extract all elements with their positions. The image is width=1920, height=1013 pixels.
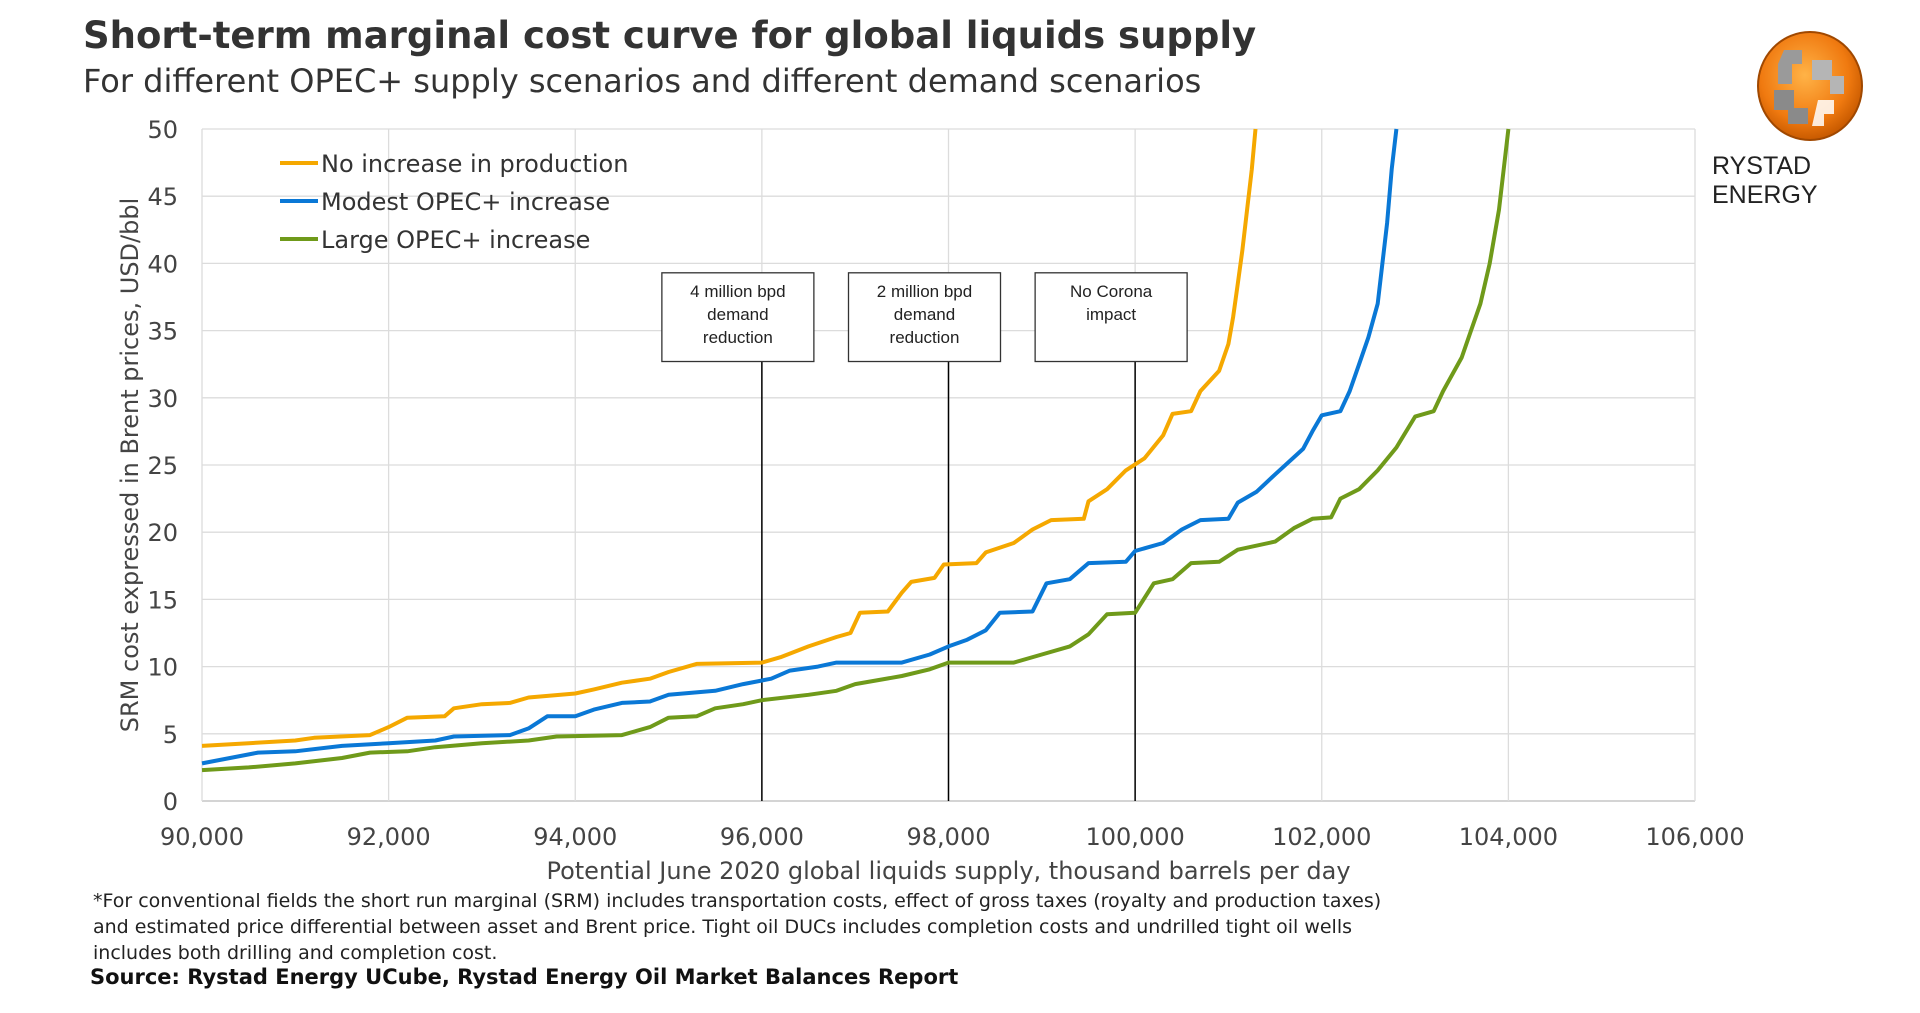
- x-tick-label: 94,000: [533, 823, 617, 851]
- series-line-1: [201, 128, 1258, 748]
- annotation-box: [847, 272, 1002, 363]
- y-axis-label: SRM cost expressed in Brent prices, USD/…: [116, 198, 144, 733]
- legend-label: Modest OPEC+ increase: [321, 188, 610, 216]
- footnote-line-2: and estimated price differential between…: [93, 916, 1353, 938]
- x-axis-label: Potential June 2020 global liquids suppl…: [546, 857, 1350, 885]
- x-tick-label: 104,000: [1459, 823, 1558, 851]
- annotation-text: demand: [894, 305, 955, 324]
- x-tick-label: 96,000: [720, 823, 804, 851]
- footnote-line-1: *For conventional fields the short run m…: [93, 890, 1382, 912]
- y-tick-label: 10: [147, 654, 178, 682]
- y-tick-label: 30: [147, 385, 178, 413]
- rystad-logo-icon: [1757, 31, 1863, 141]
- annotation-text: reduction: [890, 328, 960, 347]
- logo-text: RYSTAD ENERGY: [1712, 152, 1818, 209]
- series-line-2: [201, 128, 1399, 766]
- x-tick-label: 98,000: [907, 823, 991, 851]
- annotation-text: No Corona: [1070, 282, 1153, 301]
- footnote-line-3: includes both drilling and completion co…: [93, 942, 498, 964]
- annotation-text: impact: [1086, 305, 1136, 324]
- legend-label: No increase in production: [321, 150, 628, 178]
- annotation-box: [661, 272, 815, 363]
- annotation-text: demand: [707, 305, 768, 324]
- chart: 0 5 10 15 20 25 30 35 40 45 50 90,000 92,000 94,000 96…: [116, 116, 1745, 885]
- x-tick-label: 102,000: [1272, 823, 1371, 851]
- series-line-3: [201, 128, 1511, 773]
- x-tick-label: 92,000: [347, 823, 431, 851]
- y-tick-label: 0: [163, 788, 178, 816]
- annotation-text: 4 million bpd: [690, 282, 785, 301]
- chart-title: Short-term marginal cost curve for globa…: [83, 14, 1257, 57]
- y-tick-label: 50: [147, 116, 178, 144]
- x-tick-label: 90,000: [160, 823, 244, 851]
- y-tick-label: 15: [147, 586, 178, 614]
- y-tick-label: 25: [147, 452, 178, 480]
- y-tick-label: 5: [163, 721, 178, 749]
- x-tick-label: 100,000: [1086, 823, 1185, 851]
- y-tick-label: 20: [147, 519, 178, 547]
- y-tick-label: 40: [147, 250, 178, 278]
- x-tick-label: 106,000: [1645, 823, 1744, 851]
- chart-subtitle: For different OPEC+ supply scenarios and…: [83, 62, 1202, 100]
- annotation-box: [1034, 272, 1188, 363]
- annotation-text: reduction: [703, 328, 773, 347]
- y-tick-label: 35: [147, 318, 178, 346]
- source-text: Source: Rystad Energy UCube, Rystad Ener…: [90, 965, 959, 989]
- annotation-text: 2 million bpd: [877, 282, 972, 301]
- y-tick-label: 45: [147, 183, 178, 211]
- legend-label: Large OPEC+ increase: [321, 226, 590, 254]
